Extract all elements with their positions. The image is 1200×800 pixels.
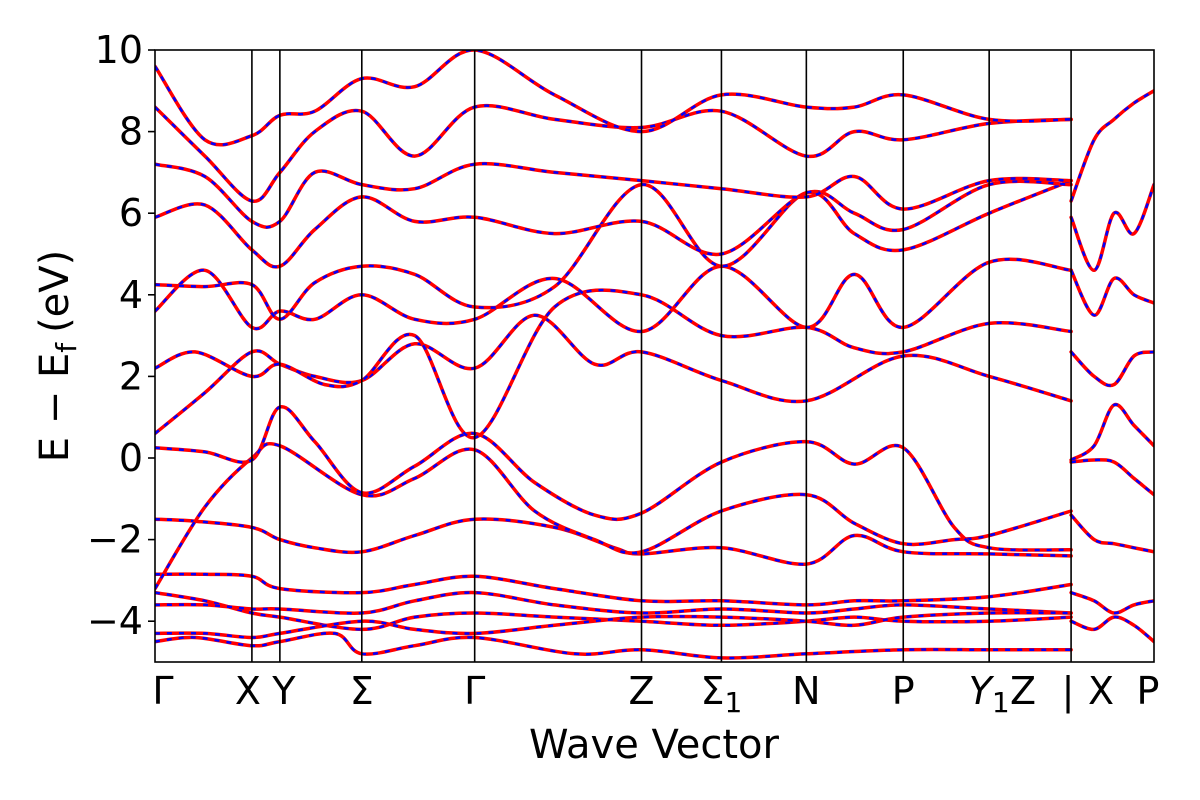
y-axis-label-main: E − E xyxy=(32,353,78,463)
x-axis-label: Wave Vector xyxy=(529,722,780,768)
band-line-overlay-10 xyxy=(155,179,1072,321)
x-tick-label-10: Z xyxy=(1010,669,1036,713)
x-tick-label-4: Γ xyxy=(464,669,485,713)
band-line-1 xyxy=(155,590,1073,615)
band-line-17 xyxy=(1069,350,1154,388)
high-symmetry-lines xyxy=(251,50,1072,662)
x-tick-label-1: X xyxy=(235,669,261,713)
band-line-overlay-20 xyxy=(1069,89,1154,202)
band-line-11 xyxy=(155,179,1073,269)
band-line-overlay-7 xyxy=(155,313,1072,435)
band-line-overlay-6 xyxy=(155,405,1072,552)
band-line-overlay-15 xyxy=(155,631,1072,660)
band-line-overlay-18 xyxy=(1069,269,1154,317)
band-line-overlay-0 xyxy=(155,591,1072,631)
x-tick-label-12: X xyxy=(1088,669,1114,713)
y-tick-label: 2 xyxy=(119,354,143,398)
x-tick-label-7: N xyxy=(792,669,820,713)
x-tick-label-9: Y1 xyxy=(969,669,1010,719)
x-tick-label-5: Z xyxy=(628,669,654,713)
plot-frame xyxy=(154,49,1155,663)
band-line-overlay-8 xyxy=(155,288,1072,439)
band-line-2 xyxy=(155,610,1073,640)
x-tick-label-6: Σ1 xyxy=(701,669,743,719)
y-tick-label: 8 xyxy=(119,110,143,154)
y-axis-label-unit: (eV) xyxy=(32,250,78,333)
band-line-overlay-23 xyxy=(1070,591,1154,615)
band-line-overlay-21 xyxy=(1070,514,1154,554)
band-line-13 xyxy=(155,103,1073,203)
band-line-14 xyxy=(155,50,1073,147)
y-tick-label: 0 xyxy=(119,436,143,480)
y-tick-label: 10 xyxy=(95,28,143,72)
band-line-18 xyxy=(1069,268,1154,317)
band-line-6 xyxy=(155,405,1073,552)
band-line-overlay-1 xyxy=(155,591,1072,615)
x-tick-label-13: P xyxy=(1137,669,1160,713)
y-tick-label: −2 xyxy=(87,518,143,562)
band-line-5 xyxy=(155,441,1073,591)
y-axis-label-sub: f xyxy=(50,342,83,353)
band-line-overlay-3 xyxy=(155,572,1072,607)
band-line-overlay-24 xyxy=(1070,615,1154,643)
band-line-overlay-14 xyxy=(155,50,1072,146)
band-line-20 xyxy=(1069,89,1154,203)
band-line-15 xyxy=(155,631,1073,660)
x-tick-label-0: Γ xyxy=(152,669,173,713)
band-line-12 xyxy=(155,161,1073,229)
band-line-overlay-5 xyxy=(155,442,1072,590)
band-line-3 xyxy=(155,572,1073,607)
band-line-21 xyxy=(1069,513,1154,554)
x-axis-ticks: Γ X Y Σ Γ Z Σ1 N P Y1 Z | X P xyxy=(152,669,1159,719)
x-tick-label-2: Y xyxy=(271,669,296,713)
band-line-overlay-13 xyxy=(155,104,1072,203)
band-line-22 xyxy=(1069,458,1154,497)
band-line-16 xyxy=(1069,402,1154,462)
band-line-19 xyxy=(1069,182,1154,273)
band-line-overlay-22 xyxy=(1070,458,1154,496)
y-axis-label: E − Ef (eV) xyxy=(32,250,83,463)
band-line-overlay-17 xyxy=(1070,350,1154,387)
band-line-overlay-16 xyxy=(1070,403,1154,462)
band-line-overlay-4 xyxy=(155,517,1072,566)
y-axis-ticks: −4 −2 0 2 4 6 8 10 xyxy=(87,28,155,643)
y-tick-label: 4 xyxy=(119,273,143,317)
x-tick-label-11: | xyxy=(1062,669,1075,714)
x-tick-label-8: P xyxy=(892,669,915,713)
band-line-9 xyxy=(155,257,1073,334)
band-lines xyxy=(155,50,1154,660)
y-tick-label: −4 xyxy=(87,599,143,643)
y-tick-label: 6 xyxy=(119,191,143,235)
band-line-24 xyxy=(1069,615,1154,644)
band-line-overlay-2 xyxy=(155,611,1072,639)
x-tick-label-3: Σ xyxy=(350,669,374,713)
band-line-overlay-12 xyxy=(155,162,1072,229)
